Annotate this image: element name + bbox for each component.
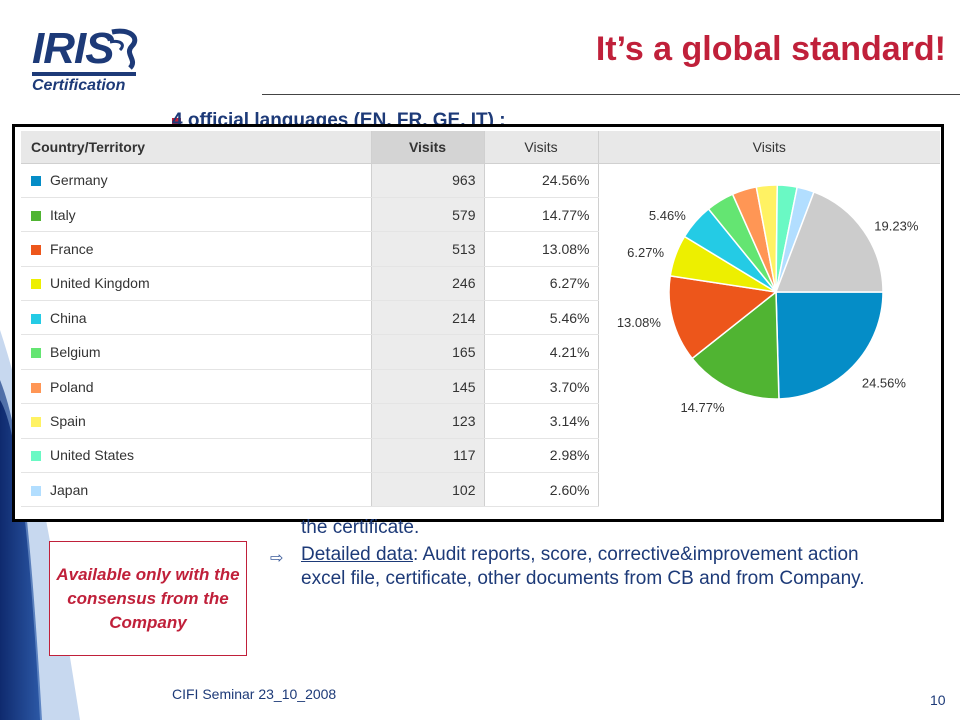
country-cell: Germany [21, 163, 372, 198]
table-row[interactable]: Belgium 165 4.21% [21, 334, 940, 370]
pie-label: 6.27% [627, 245, 664, 260]
table-row[interactable]: France 513 13.08% [21, 231, 940, 267]
footer-text: CIFI Seminar 23_10_2008 [172, 686, 337, 702]
header-country[interactable]: Country/Territory [21, 131, 372, 164]
logo-sub-text: Certification [32, 77, 126, 94]
pie-label: 24.56% [861, 375, 906, 390]
pie-slice[interactable] [667, 274, 778, 360]
title-divider [262, 94, 960, 95]
table-row[interactable]: Germany 963 24.56% 24.56% 14.77% 13.08% 6.27% 5… [21, 163, 940, 415]
country-cell: Italy [21, 197, 372, 233]
country-cell: Belgium [21, 334, 372, 370]
visits-cell: 102 [371, 472, 485, 508]
color-swatch [31, 348, 41, 359]
country-cell: United Kingdom [21, 266, 372, 302]
detailed-data-text: Detailed data: Audit reports, score, cor… [301, 543, 881, 591]
consensus-note: Available only with the consensus from t… [56, 564, 240, 632]
visits-cell: 963 [371, 163, 485, 198]
table-row[interactable]: United States 117 2.98% [21, 438, 940, 474]
pie-slice[interactable] [690, 289, 780, 400]
percent-cell: 14.77% [484, 197, 599, 233]
slide-title: It’s a global standard! [595, 30, 946, 68]
pie-label: 13.08% [616, 315, 661, 330]
country-cell: France [21, 231, 372, 267]
pie-chart-cell: 24.56% 14.77% 13.08% 6.27% 5.46% 19.23% [598, 163, 940, 507]
header-visits-percent[interactable]: Visits [484, 131, 599, 164]
percent-cell: 4.21% [484, 334, 599, 370]
header-visits-chart[interactable]: Visits [598, 131, 940, 164]
sub-item-fragment: the certificate. [301, 517, 420, 538]
pie-slice[interactable] [774, 190, 884, 293]
pie-label: 5.46% [648, 208, 685, 223]
table-row[interactable]: China 214 5.46% [21, 300, 940, 336]
iris-certification-logo: IRIS Certification [30, 24, 150, 100]
percent-cell: 5.46% [484, 300, 599, 336]
country-name[interactable]: Italy [50, 206, 76, 223]
country-cell: Poland [21, 369, 372, 405]
color-swatch [31, 244, 41, 255]
table-row[interactable]: Italy 579 14.77% [21, 197, 940, 233]
country-name[interactable]: China [50, 309, 87, 326]
country-name[interactable]: Poland [50, 378, 94, 395]
visits-cell: 145 [371, 369, 485, 405]
country-name[interactable]: Germany [50, 172, 108, 189]
country-name[interactable]: United States [50, 447, 135, 464]
percent-cell: 6.27% [484, 266, 599, 302]
country-cell: Japan [21, 472, 372, 508]
color-swatch [31, 382, 41, 393]
header-visits[interactable]: Visits [371, 131, 485, 164]
percent-cell: 3.70% [484, 369, 599, 405]
country-name[interactable]: Spain [50, 412, 86, 429]
logo-bar [32, 72, 136, 76]
country-name[interactable]: Belgium [50, 344, 101, 361]
country-cell: Spain [21, 403, 372, 439]
percent-cell: 3.14% [484, 403, 599, 439]
visits-cell: 513 [371, 231, 485, 267]
color-swatch [31, 451, 41, 462]
visits-report-panel: Country/Territory Visits Visits Visits G… [12, 124, 944, 522]
bullet-marker [172, 118, 181, 127]
pie-label: 14.77% [680, 400, 725, 415]
percent-cell: 2.60% [484, 472, 599, 508]
country-name[interactable]: Japan [50, 481, 89, 498]
country-name[interactable]: United Kingdom [50, 275, 150, 292]
country-cell: China [21, 300, 372, 336]
color-swatch [31, 313, 41, 324]
country-cell: United States [21, 438, 372, 474]
logo-main-text: IRIS [32, 24, 115, 73]
detailed-data-description: : Audit reports, score, corrective&impro… [301, 544, 865, 589]
percent-cell: 13.08% [484, 231, 599, 267]
percent-cell: 24.56% [484, 163, 599, 198]
arrow-bullet-icon: ⇨ [270, 548, 284, 567]
visits-cell: 246 [371, 266, 485, 302]
color-swatch [31, 279, 41, 290]
color-swatch [31, 485, 41, 496]
visits-table: Country/Territory Visits Visits Visits G… [21, 131, 940, 508]
pie-chart: 24.56% 14.77% 13.08% 6.27% 5.46% 19.23% [616, 183, 919, 415]
pie-slice[interactable] [774, 290, 884, 400]
table-row[interactable]: Poland 145 3.70% [21, 369, 940, 405]
visits-cell: 123 [371, 403, 485, 439]
color-swatch [31, 176, 41, 187]
table-row[interactable]: Japan 102 2.60% [21, 472, 940, 508]
visits-cell: 165 [371, 334, 485, 370]
pie-label: 19.23% [874, 218, 919, 233]
table-row[interactable]: Spain 123 3.14% [21, 403, 940, 439]
visits-cell: 579 [371, 197, 485, 233]
visits-cell: 214 [371, 300, 485, 336]
country-name[interactable]: France [50, 240, 94, 257]
percent-cell: 2.98% [484, 438, 599, 474]
visits-cell: 117 [371, 438, 485, 474]
color-swatch [31, 210, 41, 221]
logo-swirl-icon [109, 28, 138, 70]
detailed-data-link[interactable]: Detailed data [301, 544, 413, 565]
color-swatch [31, 416, 41, 427]
table-row[interactable]: United Kingdom 246 6.27% [21, 266, 940, 302]
page-number: 10 [930, 692, 946, 708]
consensus-note-box: Available only with the consensus from t… [49, 541, 247, 656]
